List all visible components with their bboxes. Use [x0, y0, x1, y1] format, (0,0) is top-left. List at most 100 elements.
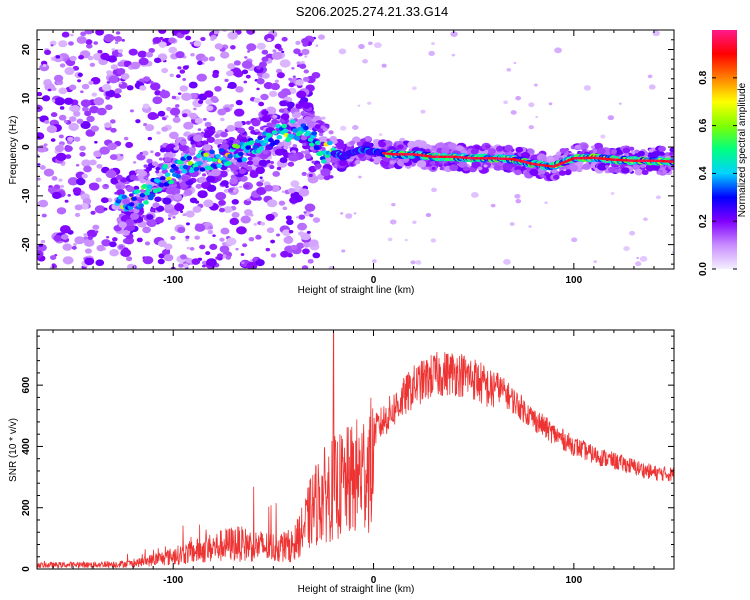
spectrogram-cell: [118, 221, 127, 228]
spectrogram-cell: [255, 234, 262, 240]
spectrogram-cell: [209, 149, 215, 155]
spectrogram-cell: [287, 187, 296, 194]
spectrogram-cell: [117, 61, 125, 67]
spectrogram-cell: [175, 174, 182, 179]
spectrogram-cell: [349, 162, 354, 167]
spectrogram-cell: [411, 86, 417, 91]
spectrogram-cell: [83, 165, 92, 173]
spectrogram-cell: [554, 47, 562, 54]
spectrogram-cell: [213, 30, 220, 35]
spectrogram-cell: [78, 55, 84, 60]
spectrogram-cell: [321, 116, 326, 120]
spectrogram-cell: [296, 90, 307, 99]
spectrogram-cell: [282, 206, 288, 211]
spectrogram-cell: [270, 82, 281, 91]
spectrogram-cell: [287, 161, 295, 167]
spectrogram-cell: [262, 72, 270, 79]
spectrogram-cell: [349, 140, 356, 146]
spectrogram-cell: [266, 133, 273, 138]
spectrogram-cell: [59, 63, 66, 68]
spectrogram-cell: [63, 119, 68, 123]
spectrogram-cell: [514, 169, 522, 176]
spectrogram-cell: [242, 243, 248, 248]
spectrogram-cell: [158, 30, 167, 34]
spectrogram-cell: [164, 203, 173, 210]
spectrogram-cell: [118, 53, 123, 57]
spectrogram-cell: [656, 195, 661, 200]
y-tick-label: 400: [21, 438, 32, 455]
spectrogram-cell: [147, 136, 153, 141]
spectrogram-cell: [61, 31, 70, 38]
spectrogram-cell: [197, 60, 203, 66]
spectrogram-cell: [86, 43, 93, 49]
spectrogram-cell: [356, 141, 363, 147]
spectrogram-cell: [227, 31, 239, 40]
spectrogram-cell: [597, 162, 608, 171]
spectrogram-cell: [237, 127, 246, 134]
spectrogram-cell: [218, 148, 225, 153]
spectrogram-cell: [314, 140, 321, 146]
spectrogram-cell: [91, 92, 98, 97]
spectrogram-cell: [288, 77, 293, 81]
spectrogram-cell: [59, 225, 71, 234]
spectrogram-cell: [96, 244, 105, 252]
spectrogram-cell: [94, 140, 98, 144]
spectrogram-cell: [293, 194, 304, 203]
spectrogram-cell: [274, 139, 280, 144]
spectrogram-cell: [182, 164, 189, 170]
spectrogram-cell: [306, 230, 311, 234]
colorbar-tick-label: 0.0: [698, 262, 709, 276]
spectrogram-cell: [89, 159, 97, 166]
spectrogram-cell: [264, 33, 275, 43]
spectrogram-cell: [203, 199, 214, 208]
spectrogram-cell: [82, 198, 92, 205]
spectrogram-cell: [244, 56, 248, 59]
spectrogram-cell: [118, 81, 123, 85]
spectrogram-cell: [535, 115, 539, 119]
spectrogram-cell: [431, 166, 436, 170]
spectrogram-cell: [576, 167, 583, 173]
spectrogram-cell: [155, 166, 161, 171]
y-tick-label: -20: [21, 237, 32, 252]
spectrogram-cell: [192, 134, 203, 142]
spectrogram-cell: [114, 88, 122, 94]
spectrogram-cell: [340, 212, 344, 215]
spectrogram-cell: [211, 157, 218, 163]
spectrogram-cell: [559, 147, 567, 154]
spectrogram-cell: [161, 249, 171, 256]
spectrogram-cell: [301, 265, 309, 269]
spectrogram-cell: [86, 229, 98, 238]
spectrogram-cell: [44, 49, 52, 55]
spectrogram-cell: [158, 182, 165, 188]
spectrogram-cell: [443, 163, 449, 167]
spectrogram-cell: [308, 244, 312, 247]
spectrogram-cell: [605, 165, 609, 169]
spectrogram-cell: [515, 198, 522, 204]
spectrogram-cell: [73, 243, 77, 246]
spectrogram-cell: [59, 106, 65, 110]
spectrogram-cell: [142, 76, 151, 82]
spectrogram-cell: [185, 210, 195, 218]
spectrogram-cell: [111, 48, 116, 51]
spectrogram-cell: [126, 185, 135, 193]
spectrogram-cell: [659, 151, 665, 157]
spectrogram-cell: [234, 121, 243, 128]
spectrogram-cell: [428, 50, 435, 56]
spectrogram-cell: [212, 72, 219, 79]
spectrogram-cell: [125, 256, 133, 262]
spectrogram-cell: [104, 122, 112, 128]
spectrogram-cell: [203, 131, 212, 138]
spectrogram-cell: [544, 171, 550, 175]
spectrogram-cell: [108, 75, 119, 84]
spectrogram-cell: [288, 82, 295, 88]
spectrogram-cell: [64, 199, 69, 203]
spectrogram-cell: [80, 31, 87, 37]
spectrogram-cell: [162, 197, 172, 205]
spectrogram-cell: [404, 238, 409, 242]
spectrogram-cell: [183, 121, 194, 130]
spectrogram-cell: [309, 239, 319, 247]
spectrogram-cell: [311, 131, 318, 136]
spectrogram-cell: [416, 160, 427, 168]
spectrogram-cell: [290, 244, 298, 251]
